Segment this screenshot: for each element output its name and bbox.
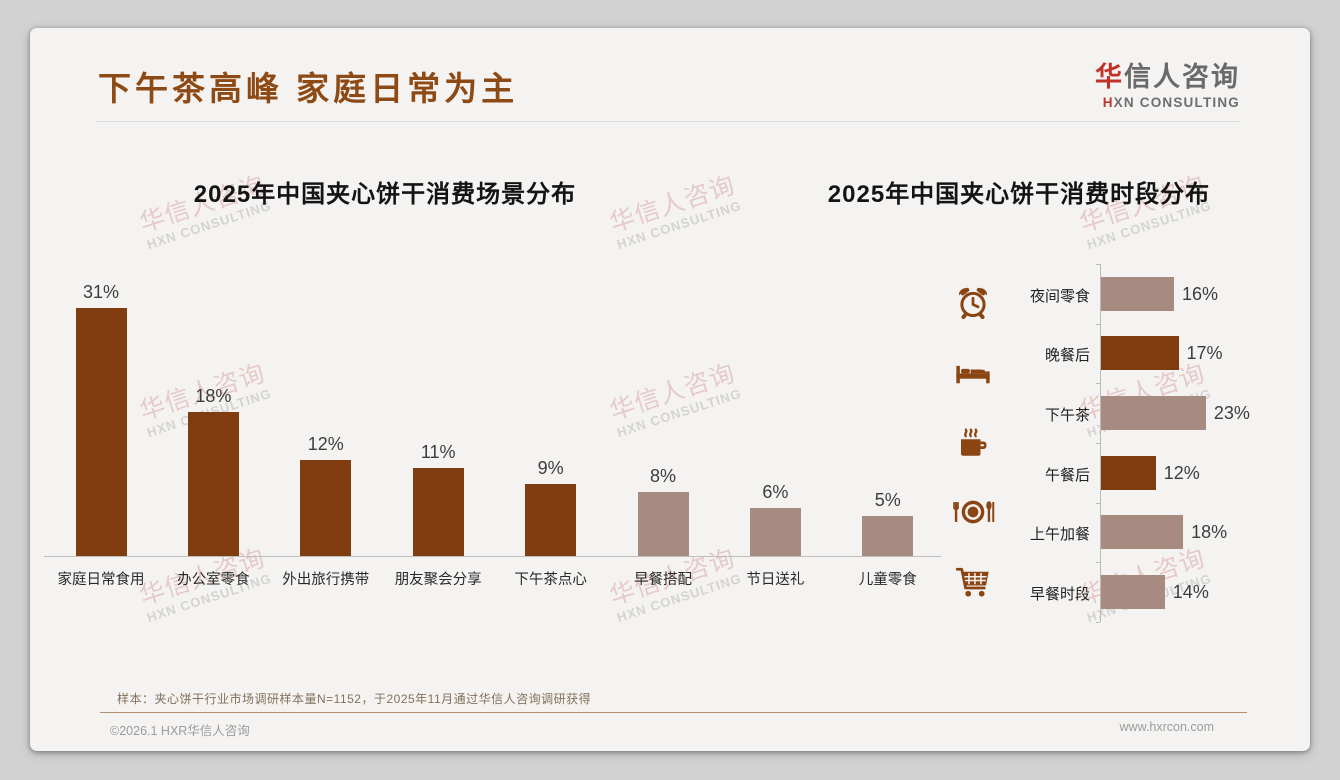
scene-bar-value: 6% [762,482,789,502]
footer-divider [100,712,1247,713]
copyright-text: ©2026.1 HXR华信人咨询 [110,724,250,738]
time-bar-label: 早餐时段 [1029,586,1090,603]
logo-chinese-accent: 华 [1095,62,1124,92]
scene-bar-value: 18% [195,386,232,406]
right-axis-tick [1096,502,1100,504]
left-chart-x-axis [44,556,941,557]
logo-english: HXN CONSULTING [1095,95,1240,111]
right-axis-tick [1096,264,1100,265]
shopping-cart-icon [954,564,992,600]
scene-bar-label: 外出旅行携带 [282,572,370,588]
time-bar-5 [1101,575,1165,609]
logo-english-accent: H [1102,95,1114,110]
scene-bar-label: 朋友聚会分享 [394,572,482,588]
scene-bar-label: 家庭日常食用 [57,572,145,588]
sample-note: 样本：夹心饼干行业市场调研样本量N=1152，于2025年11月通过华信人咨询调… [117,692,592,706]
time-bar-value: 12% [1163,462,1200,483]
scene-bar-value: 8% [649,466,676,486]
scene-bar-value: 31% [82,282,120,302]
time-bar-0 [1101,276,1174,311]
scene-bar-6 [749,508,801,556]
time-bar-2 [1101,395,1206,430]
time-bar-label: 晚餐后 [1044,347,1090,365]
watermark-chinese: 华信人咨询 [606,358,739,426]
right-axis-tick [1096,562,1100,564]
time-bar-3 [1101,455,1156,490]
time-bar-value: 17% [1186,343,1223,364]
scene-bar-0 [75,308,127,556]
scene-bar-1 [187,412,239,556]
header-divider [96,121,1241,122]
time-bar-value: 16% [1182,283,1219,304]
website-text: www.hxrcon.com [1119,720,1214,734]
time-bar-4 [1101,515,1184,550]
scene-bar-label: 节日送礼 [746,572,805,588]
slide-card: 华信人咨询 HXN CONSULTING 华信人咨询 HXN CONSULTING 华信… [30,28,1310,751]
time-bar-label: 夜间零食 [1029,287,1090,305]
scene-bar-value: 12% [307,434,344,454]
logo-english-rest: XN CONSULTING [1113,95,1240,110]
time-bar-value: 14% [1172,582,1209,602]
right-axis-tick [1096,622,1100,623]
scene-bar-label: 早餐搭配 [634,572,692,588]
right-axis-tick [1096,383,1100,385]
dining-plate-icon [951,495,995,529]
scene-bar-value: 11% [420,442,456,462]
right-chart-title: 2025年中国夹心饼干消费时段分布 [827,181,1211,208]
right-axis-tick [1096,323,1100,325]
time-bar-label: 午餐后 [1044,466,1090,484]
coffee-cup-icon [955,425,991,461]
scene-bar-3 [412,468,464,556]
left-chart-title: 2025年中国夹心饼干消费场景分布 [193,181,577,208]
scene-bar-7 [862,516,914,556]
scene-bar-value: 5% [874,490,901,510]
scene-bar-label: 儿童零食 [858,572,917,588]
scene-bar-value: 9% [537,458,564,478]
scene-bar-label: 办公室零食 [177,572,250,588]
company-logo: 华信人咨询 HXN CONSULTING [1095,62,1240,111]
time-bar-value: 18% [1191,522,1228,543]
time-bar-value: 23% [1213,402,1250,423]
time-bar-1 [1101,336,1179,371]
right-axis-tick [1096,443,1100,444]
scene-bar-label: 下午茶点心 [514,572,587,588]
time-bar-label: 上午加餐 [1029,526,1090,544]
scene-bar-5 [637,492,689,556]
alarm-clock-icon [955,285,991,321]
right-chart-y-axis [1100,264,1101,622]
page-title: 下午茶高峰 家庭日常为主 [98,70,519,107]
logo-chinese: 华信人咨询 [1095,62,1240,92]
logo-chinese-rest: 信人咨询 [1124,62,1240,92]
scene-bar-2 [300,460,352,556]
bed-icon [954,354,992,392]
watermark-english: HXN CONSULTING [615,385,744,441]
scene-bar-4 [525,484,577,556]
time-bar-label: 下午茶 [1044,406,1090,424]
